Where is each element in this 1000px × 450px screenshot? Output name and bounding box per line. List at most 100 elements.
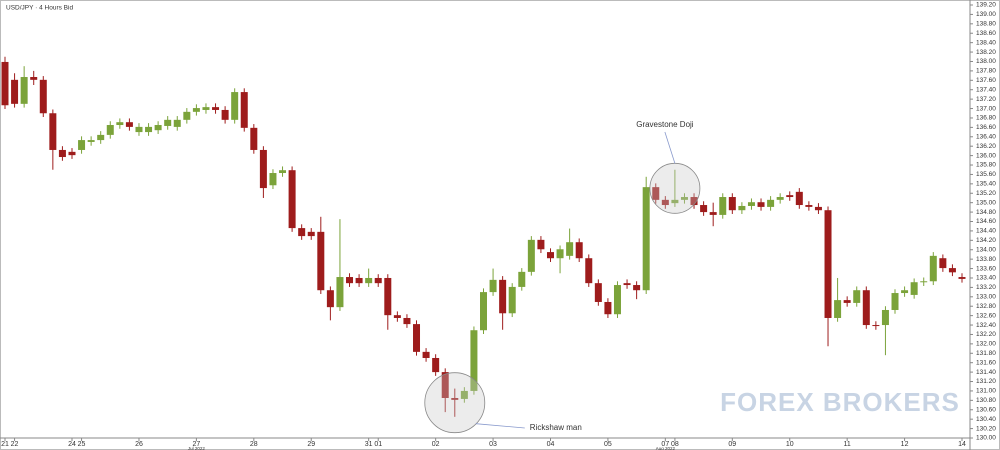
candle-body <box>671 199 679 204</box>
y-tick-label: 133.20 <box>976 284 996 291</box>
candle-body <box>566 242 574 256</box>
candle-body <box>451 397 459 400</box>
candle-body <box>805 205 813 207</box>
candle-body <box>135 126 143 133</box>
candle-body <box>786 195 794 198</box>
x-tick-label: 25 <box>78 441 86 448</box>
y-tick-label: 135.60 <box>976 171 996 178</box>
candle-body <box>39 79 47 114</box>
candle-body <box>78 140 86 150</box>
candle-body <box>929 255 937 282</box>
x-tick-label: 10 <box>786 441 794 448</box>
candle-body <box>145 126 153 133</box>
candle-body <box>814 206 822 211</box>
y-tick-label: 130.20 <box>976 425 996 432</box>
x-tick-label: 08 <box>671 441 679 448</box>
candle-body <box>939 258 947 269</box>
candle-body <box>183 111 191 120</box>
candle-body <box>288 170 296 229</box>
candle-body <box>585 258 593 284</box>
y-tick-label: 137.80 <box>976 68 996 75</box>
y-tick-label: 130.60 <box>976 406 996 413</box>
candle-body <box>709 212 717 215</box>
candle-body <box>393 315 401 318</box>
y-tick-label: 132.00 <box>976 341 996 348</box>
candle-body <box>154 125 162 131</box>
candle-body <box>499 279 507 314</box>
candle-body <box>365 277 373 284</box>
x-tick-label: 21 <box>1 441 9 448</box>
candle-body <box>546 252 554 259</box>
candle-body <box>489 279 497 293</box>
y-tick-label: 137.40 <box>976 86 996 93</box>
y-tick-label: 138.60 <box>976 30 996 37</box>
candle-body <box>518 271 526 287</box>
candle-body <box>623 283 631 286</box>
candle-body <box>346 277 354 284</box>
candle-body <box>891 293 899 310</box>
y-tick-label: 137.20 <box>976 96 996 103</box>
y-tick-label: 134.00 <box>976 246 996 253</box>
candle-body <box>432 357 440 373</box>
candle-body <box>116 122 124 126</box>
candle-body <box>575 242 583 259</box>
y-tick-label: 139.00 <box>976 11 996 18</box>
candle-body <box>259 149 267 189</box>
candle-body <box>853 290 861 303</box>
y-tick-label: 137.60 <box>976 77 996 84</box>
y-tick-label: 131.40 <box>976 369 996 376</box>
x-tick-label: 09 <box>728 441 736 448</box>
candle-body <box>413 324 421 352</box>
y-tick-label: 131.00 <box>976 388 996 395</box>
candle-body <box>728 197 736 211</box>
candle-body <box>738 205 746 211</box>
candle-body <box>948 268 956 273</box>
candle-body <box>422 351 430 358</box>
x-tick-label: 01 <box>374 441 382 448</box>
candle-body <box>719 197 727 215</box>
y-tick-label: 133.40 <box>976 275 996 282</box>
watermark: FOREX BROKERS <box>720 387 960 417</box>
y-tick-label: 138.00 <box>976 58 996 65</box>
y-tick-label: 131.80 <box>976 350 996 357</box>
candle-body <box>298 228 306 237</box>
callout-line <box>664 131 676 164</box>
candle-body <box>1 61 9 106</box>
candle-body <box>776 197 784 200</box>
x-tick-label: 04 <box>547 441 555 448</box>
x-tick-label: 07 <box>661 441 669 448</box>
candle-body <box>901 290 909 294</box>
candle-body <box>910 282 918 295</box>
y-tick-label: 131.20 <box>976 378 996 385</box>
y-tick-label: 135.40 <box>976 181 996 188</box>
x-tick-label: 27 <box>193 441 201 448</box>
candle-body <box>527 239 535 272</box>
y-tick-label: 136.60 <box>976 124 996 131</box>
candle-body <box>87 140 95 142</box>
highlight-circle <box>649 162 701 214</box>
y-tick-label: 136.80 <box>976 115 996 122</box>
candle-body <box>470 330 478 391</box>
y-tick-label: 132.40 <box>976 322 996 329</box>
candle-body <box>795 191 803 206</box>
y-tick-label: 138.20 <box>976 49 996 56</box>
candle-body <box>441 372 449 398</box>
candle-body <box>480 292 487 331</box>
candle-body <box>317 231 325 291</box>
x-tick-label: 14 <box>958 441 966 448</box>
candle-body <box>661 199 669 206</box>
candle-body <box>958 277 966 279</box>
y-tick-label: 130.80 <box>976 397 996 404</box>
candle-body <box>164 119 172 126</box>
y-tick-label: 134.60 <box>976 218 996 225</box>
candle-body <box>49 113 57 150</box>
x-tick-label: 28 <box>250 441 258 448</box>
y-tick-label: 133.00 <box>976 294 996 301</box>
candle-body <box>872 325 880 327</box>
y-tick-label: 133.80 <box>976 256 996 263</box>
candle-body <box>355 277 363 284</box>
y-tick-label: 138.80 <box>976 21 996 28</box>
y-tick-label: 133.60 <box>976 265 996 272</box>
